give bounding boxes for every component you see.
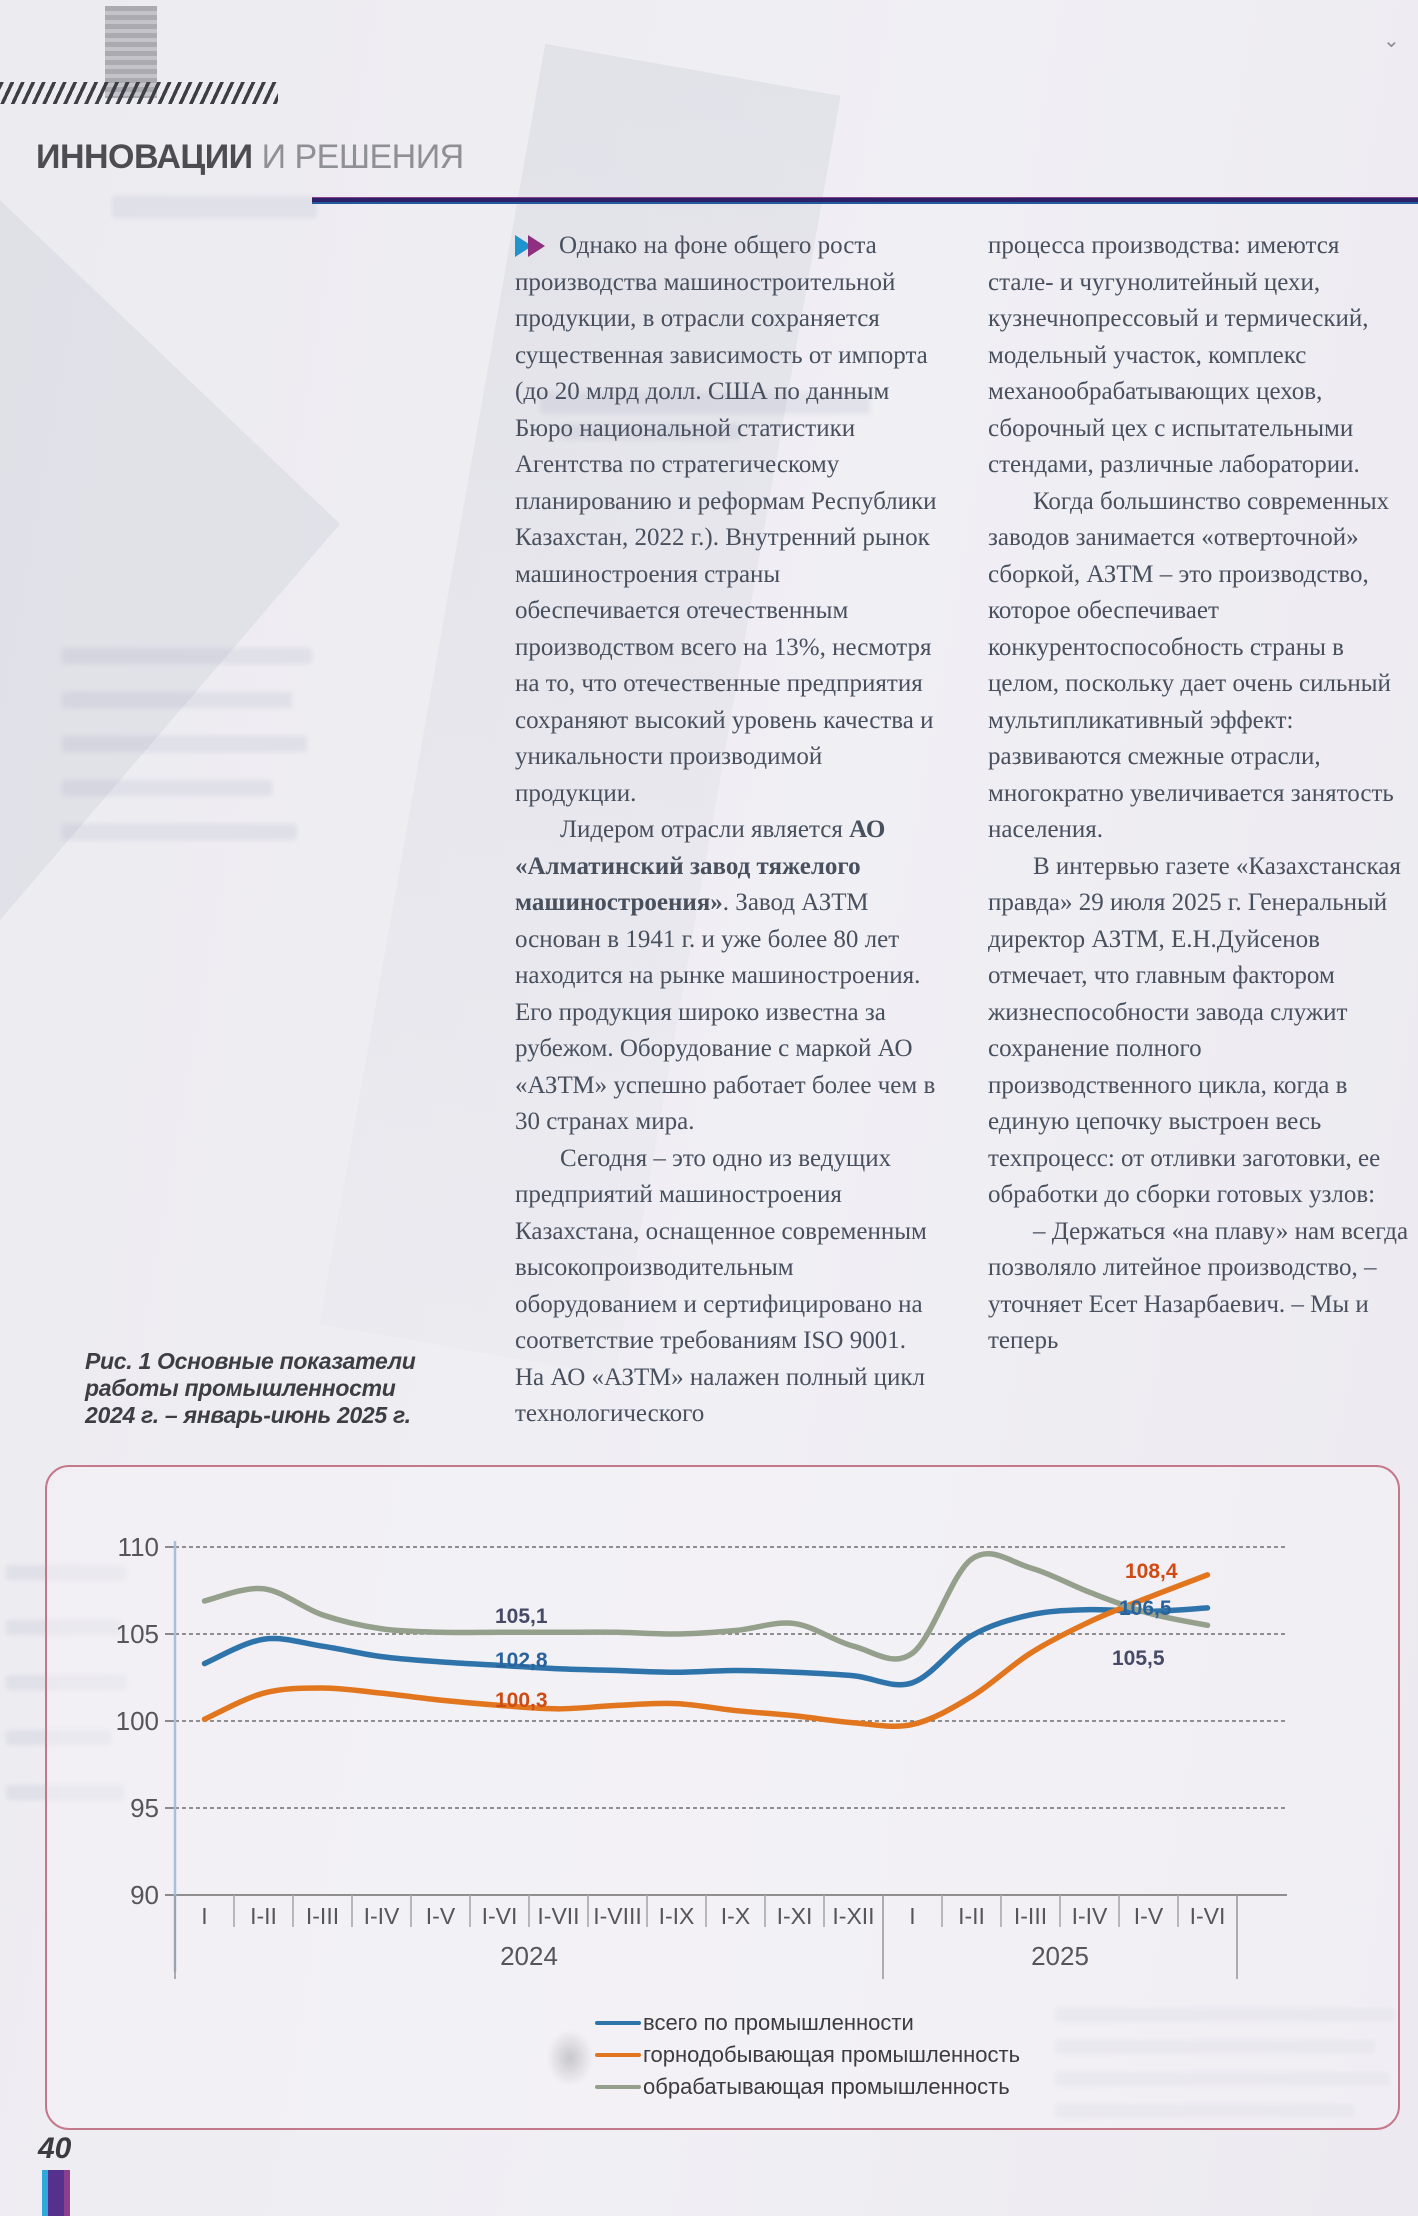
svg-text:I-V: I-V <box>426 1903 456 1929</box>
double-arrow-icon <box>515 228 545 265</box>
bleed-through-text <box>6 1620 121 1635</box>
paragraph: Однако на фоне общего роста производства… <box>515 228 937 812</box>
svg-text:2024: 2024 <box>500 1941 558 1971</box>
svg-text:I-III: I-III <box>1014 1903 1047 1929</box>
data-label-manufacturing-mid: 105,1 <box>495 1605 548 1628</box>
paragraph-text: Однако на фоне общего роста производства… <box>515 232 937 807</box>
legend-item-total: всего по промышленности <box>595 2007 1020 2039</box>
svg-text:I-VI: I-VI <box>482 1903 518 1929</box>
figure-caption: Рис. 1 Основные показатели работы промыш… <box>85 1348 445 1429</box>
svg-text:105: 105 <box>116 1619 159 1649</box>
section-title: ИННОВАЦИИ И РЕШЕНИЯ <box>36 138 464 177</box>
legend-item-manufacturing: обрабатывающая промышленность <box>595 2071 1020 2103</box>
ink-smudge <box>547 2030 593 2086</box>
figure-1-chart: 110 105 100 95 90 I I-II I-III I-IV I-V I-VI I-VII I… <box>45 1465 1400 2130</box>
bleed-through-text <box>6 1675 126 1690</box>
bleed-through-text <box>62 736 307 752</box>
legend-label: всего по промышленности <box>643 2010 914 2035</box>
figure-caption-line2: 2024 г. – январь-июнь 2025 г. <box>85 1402 411 1428</box>
data-label-total-mid: 102,8 <box>495 1649 548 1672</box>
data-label-mining-mid: 100,3 <box>495 1689 548 1712</box>
svg-text:I-IV: I-IV <box>364 1903 400 1929</box>
article-column-2: процесса производства: имеются стале- и … <box>988 228 1410 1360</box>
paragraph-text: . Завод АЗТМ основан в 1941 г. и уже бол… <box>515 889 936 1135</box>
legend-label: обрабатывающая промышленность <box>643 2074 1010 2099</box>
arrow-purple-icon <box>528 235 545 257</box>
data-label-total-end: 106,5 <box>1119 1597 1172 1620</box>
bleed-through-text <box>112 196 317 218</box>
legend-line-swatch-gray <box>595 2085 641 2089</box>
page-number: 40 <box>38 2132 72 2165</box>
bleed-through-text <box>540 392 870 414</box>
stray-pen-mark: ⌄ <box>1383 30 1400 52</box>
scan-shadow-triangle <box>0 200 340 920</box>
section-title-bold: ИННОВАЦИИ <box>36 138 253 176</box>
bleed-through-text <box>62 648 312 664</box>
svg-text:110: 110 <box>118 1532 159 1562</box>
svg-text:I-XII: I-XII <box>832 1903 874 1929</box>
legend-line-swatch-blue <box>595 2021 641 2025</box>
chart-legend: всего по промышленности горнодобывающая … <box>595 2007 1020 2103</box>
svg-text:I: I <box>201 1903 207 1929</box>
svg-text:I-III: I-III <box>306 1903 339 1929</box>
arrow-blue-icon <box>515 235 532 257</box>
header-rule <box>312 197 1418 204</box>
bleed-through-text <box>62 692 292 708</box>
bleed-through-text <box>1055 2072 1390 2086</box>
legend-line-swatch-orange <box>595 2053 641 2057</box>
bleed-through-text <box>62 780 272 796</box>
paragraph: В интервью газете «Казахстанская правда»… <box>988 852 1401 1209</box>
svg-text:I-VI: I-VI <box>1190 1903 1226 1929</box>
bleed-through-text <box>1055 2040 1375 2054</box>
section-title-light: И РЕШЕНИЯ <box>261 138 465 176</box>
bleed-through-text <box>6 1730 111 1745</box>
paragraph: Лидером отрасли является АО «Алматинский… <box>515 812 937 1141</box>
legend-label: горнодобывающая промышленность <box>643 2042 1021 2067</box>
bleed-through-text <box>560 424 740 440</box>
paragraph: процесса производства: имеются стале- и … <box>988 232 1369 478</box>
data-label-manufacturing-end: 105,5 <box>1112 1647 1165 1670</box>
svg-text:I-II: I-II <box>250 1903 277 1929</box>
svg-text:I: I <box>909 1903 915 1929</box>
bleed-through-text <box>62 824 297 840</box>
svg-text:I-IX: I-IX <box>659 1903 695 1929</box>
paragraph: Когда большинство современных заводов за… <box>988 487 1394 844</box>
bleed-through-text <box>6 1785 124 1800</box>
svg-text:2025: 2025 <box>1031 1941 1089 1971</box>
bleed-through-text <box>1055 2104 1355 2118</box>
article-column-1: Однако на фоне общего роста производства… <box>515 228 937 1433</box>
svg-text:95: 95 <box>130 1793 159 1823</box>
company-name-bold: АО «Алматинский завод тяжелого машиностр… <box>515 816 886 916</box>
legend-item-mining: горнодобывающая промышленность <box>595 2039 1020 2071</box>
paragraph-text: Лидером отрасли является <box>560 816 850 843</box>
svg-text:I-V: I-V <box>1134 1903 1164 1929</box>
svg-text:I-XI: I-XI <box>777 1903 813 1929</box>
bleed-through-text <box>1055 2008 1395 2022</box>
figure-caption-line1: Рис. 1 Основные показатели работы промыш… <box>85 1348 416 1401</box>
svg-text:100: 100 <box>116 1706 159 1736</box>
svg-text:I-VII: I-VII <box>537 1903 579 1929</box>
svg-text:I-X: I-X <box>721 1903 750 1929</box>
svg-text:I-II: I-II <box>958 1903 985 1929</box>
svg-text:I-VIII: I-VIII <box>593 1903 642 1929</box>
footer-accent-bar <box>42 2170 70 2216</box>
paragraph: – Держаться «на плаву» нам всегда позвол… <box>988 1217 1409 1355</box>
svg-text:I-IV: I-IV <box>1072 1903 1108 1929</box>
bleed-through-text <box>6 1565 126 1580</box>
hatched-divider <box>0 82 278 104</box>
data-label-mining-end: 108,4 <box>1125 1560 1178 1583</box>
svg-text:90: 90 <box>130 1880 159 1910</box>
paragraph: Сегодня – это одно из ведущих предприяти… <box>515 1144 927 1428</box>
